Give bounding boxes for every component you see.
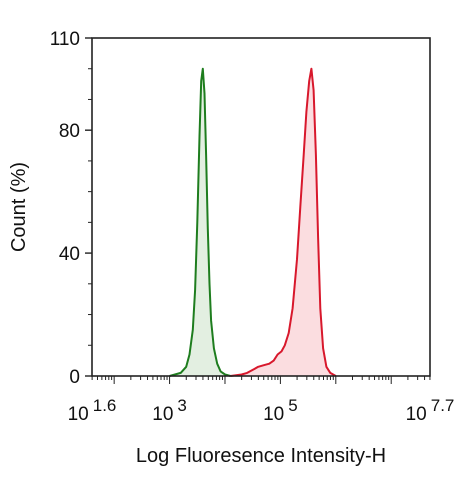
histogram-fill-1	[230, 68, 336, 376]
y-axis-label: Count (%)	[8, 162, 30, 252]
series-layer	[169, 67, 337, 377]
histogram-fill-0	[169, 68, 231, 376]
x-tick-label: 10 3	[152, 396, 187, 425]
y-tick-label: 40	[59, 244, 80, 265]
histogram-line-0	[169, 67, 231, 377]
y-tick-label: 0	[69, 367, 80, 388]
y-tick-label: 110	[50, 29, 80, 50]
x-tick-label: 10 7.7	[406, 396, 455, 425]
tick-layer: 0 40 80 110 10 1.6 10 3 10 5 10 7.7	[50, 29, 455, 425]
x-tick-label: 10 5	[263, 396, 298, 425]
x-tick-label: 10 1.6	[68, 396, 117, 425]
plot-frame	[91, 37, 431, 377]
histogram-line-1	[230, 67, 337, 377]
x-axis-label: Log Fluoresence Intensity-H	[136, 445, 386, 467]
y-tick-label: 80	[59, 121, 80, 142]
